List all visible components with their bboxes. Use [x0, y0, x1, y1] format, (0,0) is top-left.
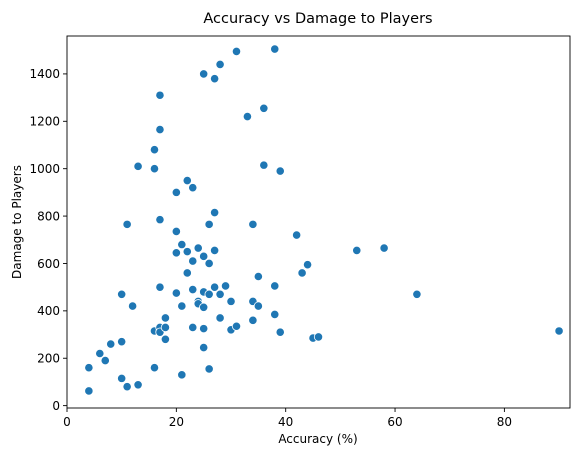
data-point-28: [171, 248, 181, 258]
data-point-2: [95, 348, 105, 359]
x-tick-label: 20: [169, 415, 184, 429]
data-point-34: [182, 247, 192, 257]
data-point-70: [253, 301, 263, 311]
data-point-84: [379, 243, 389, 253]
data-point-86: [554, 326, 564, 336]
data-point-27: [171, 226, 181, 237]
data-point-46: [199, 302, 209, 312]
y-tick-label: 0: [52, 399, 60, 413]
data-point-48: [199, 342, 209, 353]
data-point-65: [242, 111, 253, 122]
data-point-26: [171, 187, 181, 197]
data-point-13: [149, 145, 160, 155]
data-point-52: [204, 364, 214, 374]
data-point-7: [117, 289, 127, 299]
data-point-24: [160, 322, 171, 333]
y-tick-label: 800: [37, 209, 60, 223]
data-point-8: [122, 382, 132, 392]
data-point-75: [270, 309, 280, 320]
x-tick-label: 0: [63, 415, 71, 429]
data-point-32: [177, 370, 187, 380]
data-point-71: [259, 103, 269, 113]
data-point-53: [210, 74, 220, 84]
data-point-47: [199, 324, 209, 334]
data-point-69: [253, 271, 263, 282]
y-tick-label: 200: [37, 352, 60, 366]
data-point-23: [160, 313, 171, 323]
data-point-5: [117, 337, 127, 347]
data-point-56: [210, 282, 220, 292]
y-tick-label: 1200: [29, 115, 60, 129]
data-point-78: [292, 230, 302, 240]
y-tick-label: 1400: [29, 67, 60, 81]
x-tick-label: 60: [387, 415, 402, 429]
chart-title: Accuracy vs Damage to Players: [203, 11, 432, 27]
data-point-49: [204, 219, 214, 229]
data-point-29: [171, 288, 181, 298]
x-axis-label: Accuracy (%): [278, 432, 357, 446]
data-point-43: [199, 69, 209, 79]
data-point-25: [160, 334, 171, 344]
data-point-73: [270, 44, 280, 54]
data-point-4: [106, 339, 116, 349]
data-point-50: [204, 258, 214, 269]
data-point-1: [84, 386, 94, 396]
data-point-9: [122, 219, 132, 229]
data-point-59: [215, 313, 225, 323]
data-point-85: [412, 289, 422, 299]
data-point-37: [188, 256, 198, 266]
y-axis-label: Damage to Players: [10, 165, 24, 279]
data-point-58: [215, 289, 225, 299]
x-axis-ticks: 0 20 40 60 80: [63, 408, 512, 429]
x-tick-label: 80: [497, 415, 512, 429]
data-point-16: [149, 363, 160, 373]
data-point-57: [215, 59, 225, 70]
data-point-66: [248, 219, 258, 229]
data-point-36: [188, 183, 198, 193]
data-point-35: [182, 268, 192, 278]
data-point-18: [155, 124, 165, 135]
data-point-20: [155, 282, 165, 292]
data-point-14: [149, 164, 160, 174]
data-point-38: [188, 284, 198, 295]
y-axis-ticks: 0 200 400 600 800 1000 1200 1400: [29, 67, 67, 413]
data-point-76: [275, 166, 285, 176]
data-point-39: [188, 322, 198, 333]
data-point-83: [352, 245, 362, 256]
data-points: [84, 44, 564, 396]
data-point-54: [210, 207, 220, 218]
data-point-79: [297, 268, 307, 278]
data-point-82: [313, 332, 324, 342]
data-point-30: [177, 239, 187, 250]
y-tick-label: 1000: [29, 162, 60, 176]
data-point-80: [302, 260, 313, 270]
plot-frame: [66, 35, 571, 409]
data-point-6: [117, 373, 127, 383]
x-tick-label: 40: [278, 415, 293, 429]
data-point-68: [248, 315, 258, 325]
data-point-55: [210, 245, 220, 256]
data-point-0: [84, 363, 94, 373]
data-point-17: [155, 90, 165, 100]
data-point-19: [155, 215, 165, 225]
data-point-72: [259, 160, 269, 170]
data-point-51: [204, 289, 214, 299]
data-point-44: [199, 251, 209, 261]
data-point-74: [270, 281, 280, 291]
data-point-64: [231, 321, 242, 331]
y-tick-label: 400: [37, 304, 60, 318]
data-point-10: [128, 301, 138, 311]
data-point-31: [177, 301, 187, 311]
data-point-61: [226, 296, 236, 306]
data-point-77: [275, 327, 285, 337]
data-point-33: [182, 175, 192, 186]
data-point-63: [231, 46, 242, 57]
data-point-60: [220, 281, 231, 291]
data-point-3: [100, 356, 110, 366]
y-tick-label: 600: [37, 257, 60, 271]
data-point-12: [133, 380, 143, 390]
data-point-11: [133, 161, 143, 171]
data-point-40: [193, 243, 203, 253]
